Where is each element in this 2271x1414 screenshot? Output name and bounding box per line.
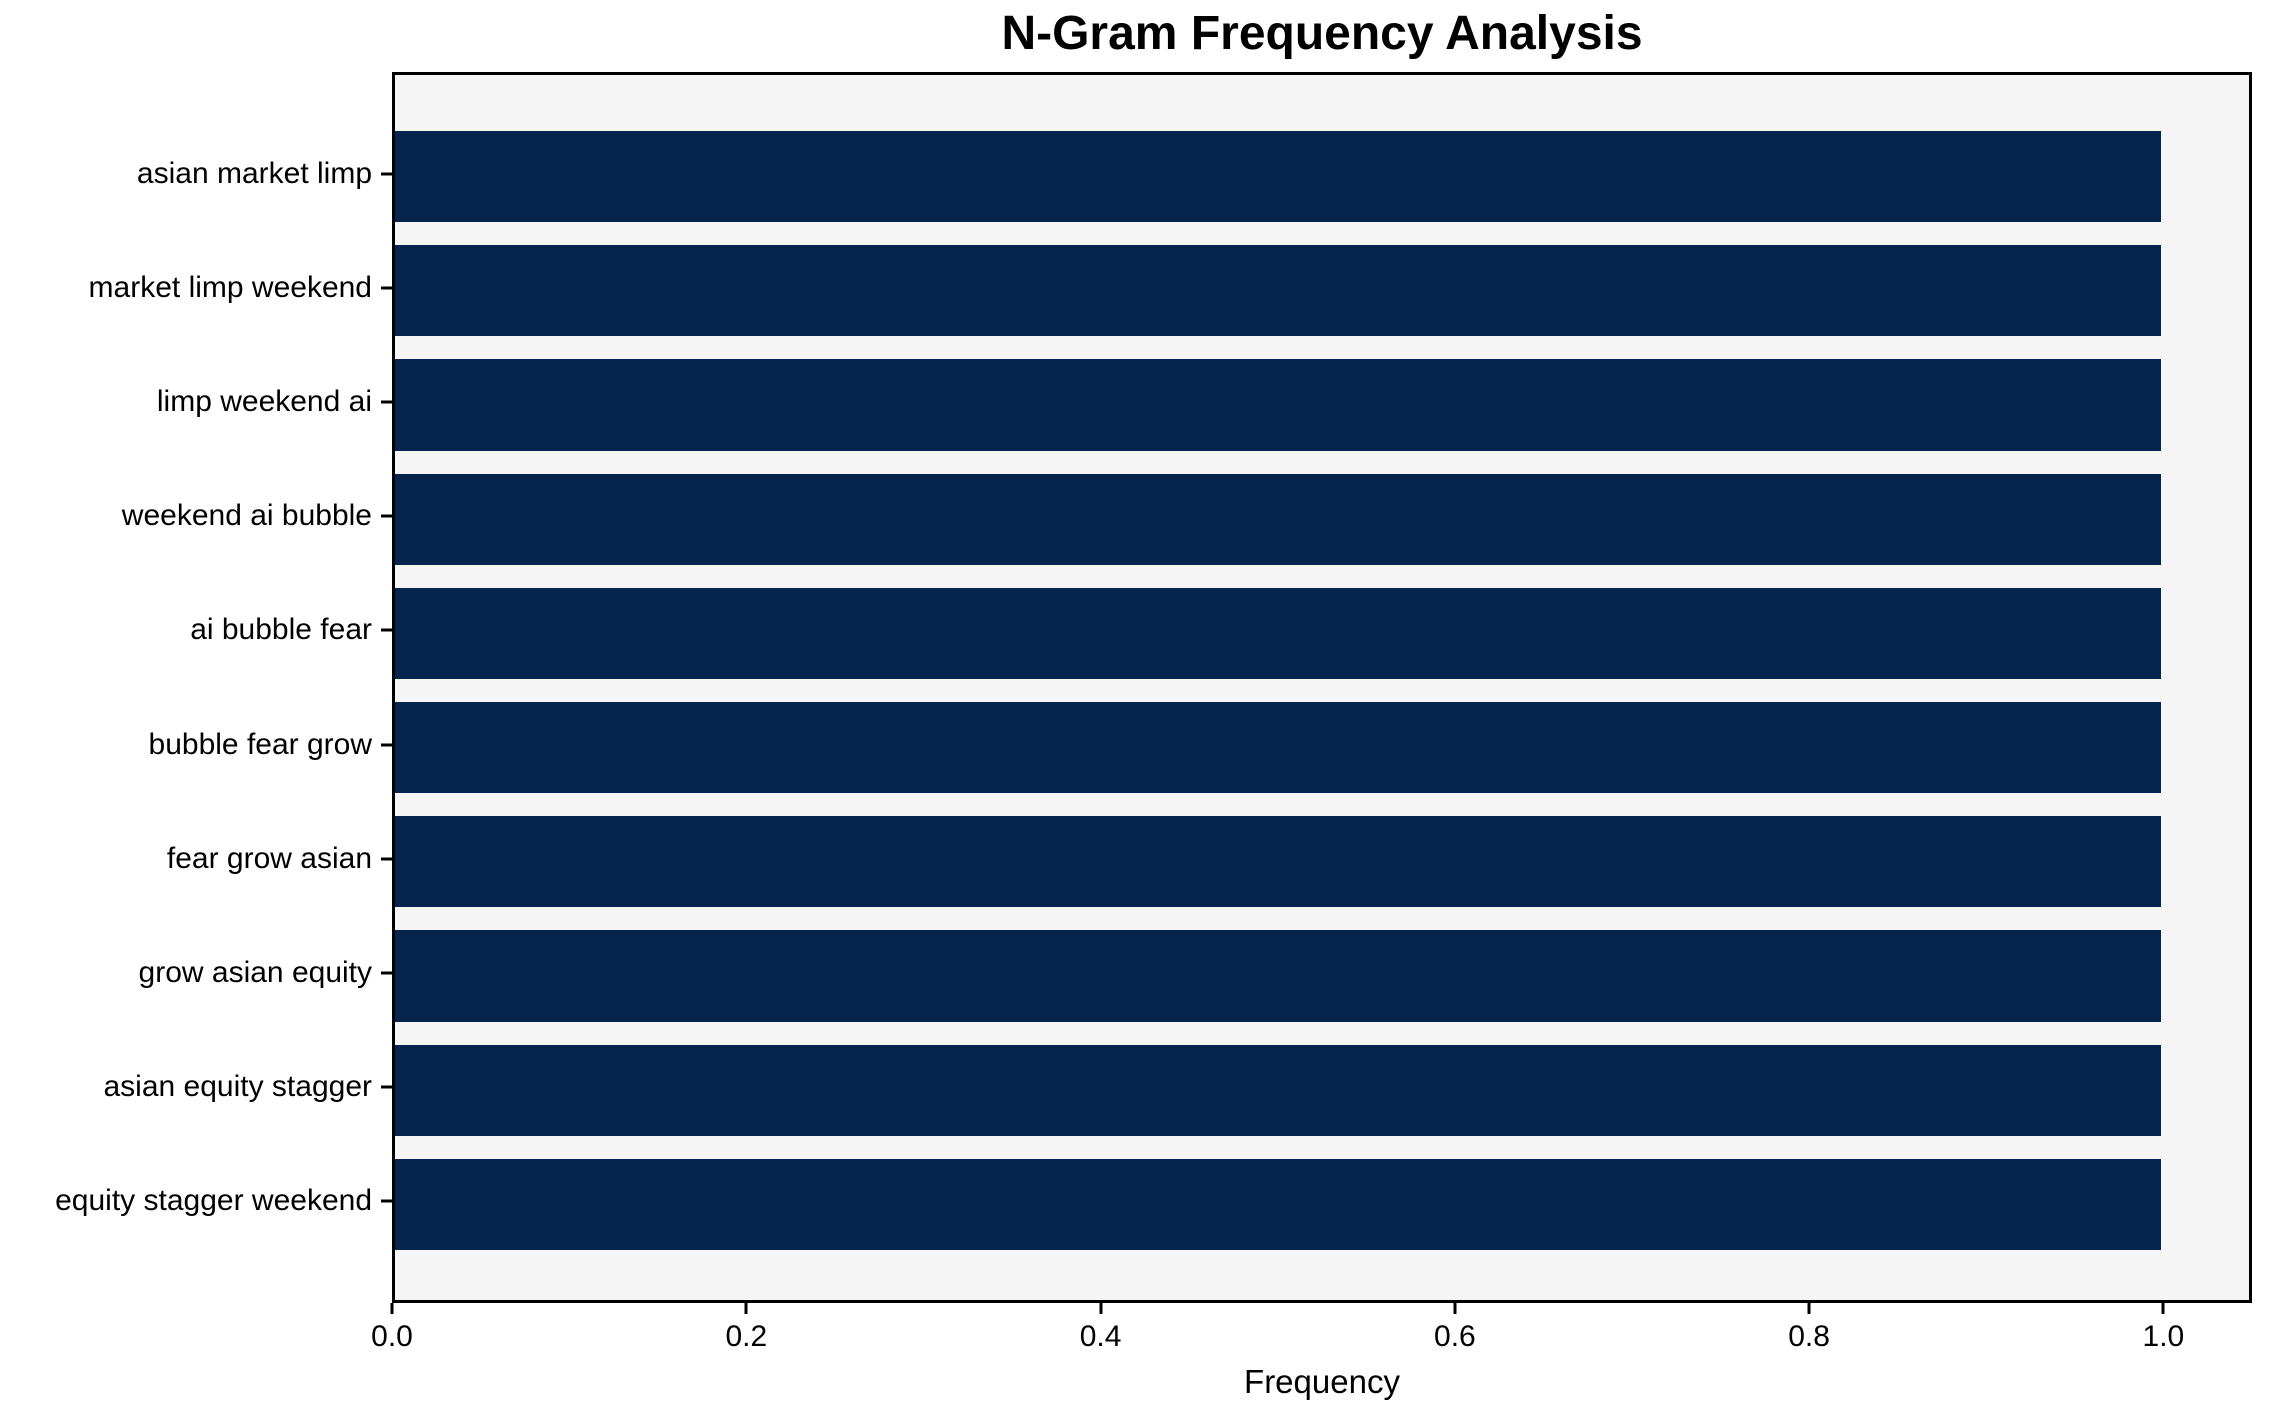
y-tick (381, 400, 392, 404)
y-tick (381, 172, 392, 176)
x-tick-label: 0.0 (371, 1320, 413, 1353)
y-axis-label: equity stagger weekend (55, 1184, 372, 1218)
y-axis-label: asian equity stagger (103, 1070, 372, 1104)
y-axis-label: bubble fear grow (148, 727, 372, 761)
y-axis-label: fear grow asian (166, 841, 372, 875)
x-tick-label: 0.8 (1788, 1320, 1830, 1353)
bar (395, 473, 2161, 565)
y-tick (381, 971, 392, 975)
x-tick-label: 1.0 (2142, 1320, 2185, 1353)
bar (395, 930, 2161, 1022)
y-tick (381, 857, 392, 861)
y-axis-label: grow asian equity (138, 956, 372, 989)
bar (395, 701, 2161, 794)
y-tick (381, 514, 392, 518)
plot-area (392, 72, 2252, 1303)
bar (395, 1158, 2161, 1251)
x-tick-label: 0.4 (1079, 1320, 1122, 1353)
x-tick (390, 1303, 394, 1314)
y-axis-label: ai bubble fear (190, 613, 372, 647)
y-tick (381, 1199, 392, 1203)
x-axis-title: Frequency (1244, 1363, 1400, 1400)
bar (395, 1044, 2161, 1136)
bar (395, 587, 2161, 680)
x-tick (2161, 1303, 2165, 1314)
y-axis-label: market limp weekend (88, 270, 372, 304)
y-tick (381, 286, 392, 290)
y-axis-label: weekend ai bubble (121, 499, 372, 533)
y-tick (381, 628, 392, 632)
chart-title: N-Gram Frequency Analysis (1001, 7, 1643, 60)
x-tick (1453, 1303, 1457, 1314)
x-tick-label: 0.2 (725, 1320, 768, 1353)
x-tick (744, 1303, 748, 1314)
y-axis-label: asian market limp (136, 156, 372, 190)
bar (395, 131, 2161, 223)
bar (395, 245, 2161, 337)
x-tick (1807, 1303, 1811, 1314)
y-tick (381, 743, 392, 747)
y-tick (381, 1085, 392, 1089)
bar (395, 816, 2161, 908)
x-tick-label: 0.6 (1434, 1320, 1476, 1353)
bar (395, 359, 2161, 451)
y-axis-label: limp weekend ai (156, 385, 372, 418)
x-tick (1099, 1303, 1103, 1314)
